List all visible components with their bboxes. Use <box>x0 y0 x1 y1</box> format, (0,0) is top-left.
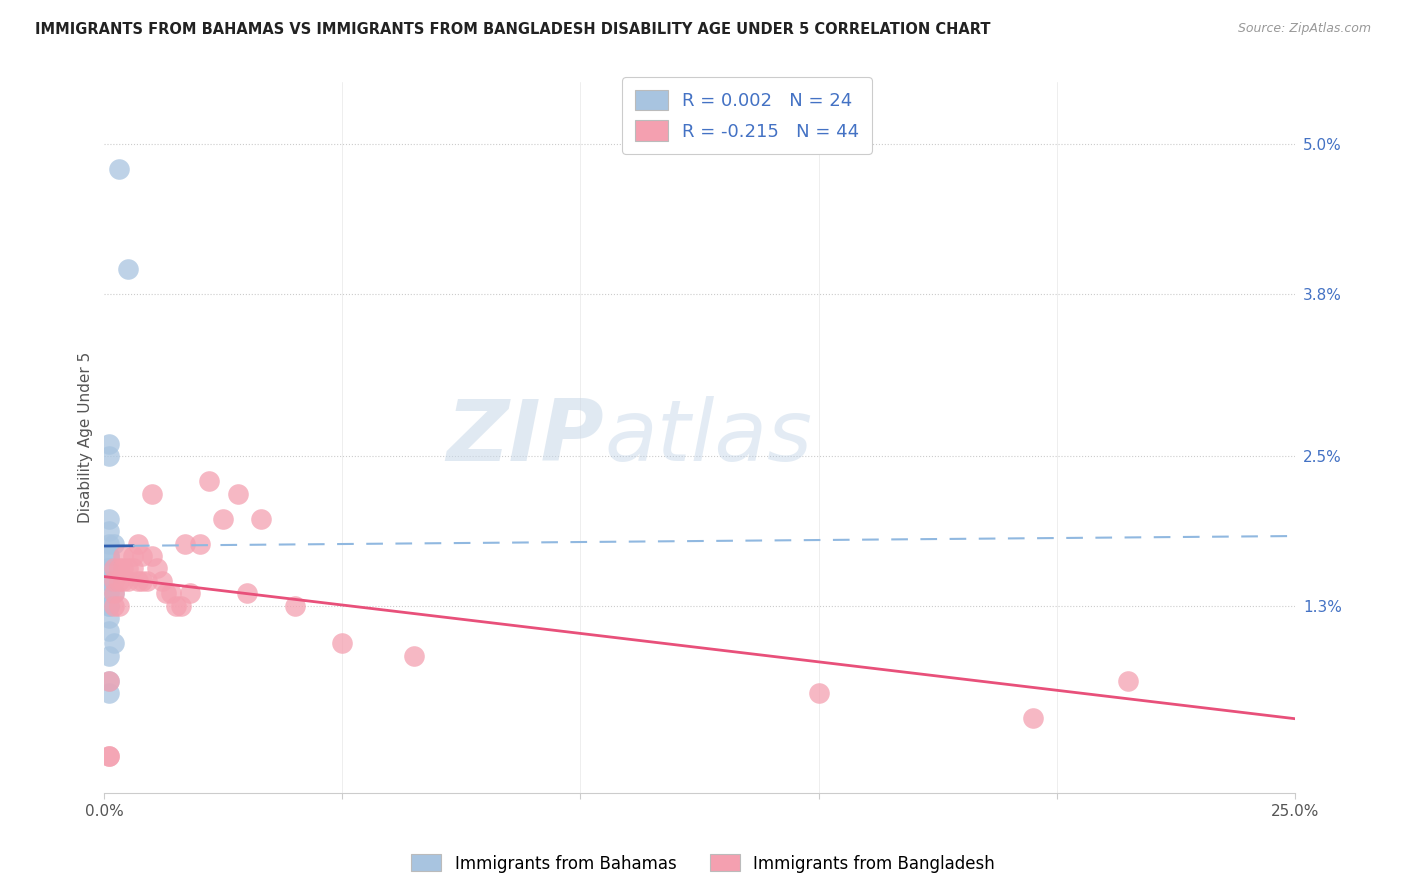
Point <box>98 549 121 563</box>
Point <box>98 561 121 575</box>
Point <box>1022 711 1045 725</box>
Point <box>98 748 121 763</box>
Point <box>103 586 125 600</box>
Y-axis label: Disability Age Under 5: Disability Age Under 5 <box>79 352 93 523</box>
Point <box>117 574 139 588</box>
Point <box>98 561 121 575</box>
Point <box>98 599 121 613</box>
Point <box>402 648 425 663</box>
Point <box>117 262 139 277</box>
Point <box>250 511 273 525</box>
Point <box>103 636 125 650</box>
Point <box>807 686 830 700</box>
Point <box>145 561 167 575</box>
Point <box>226 486 249 500</box>
Point <box>122 561 145 575</box>
Point <box>103 574 125 588</box>
Legend: Immigrants from Bahamas, Immigrants from Bangladesh: Immigrants from Bahamas, Immigrants from… <box>405 847 1001 880</box>
Point <box>332 636 354 650</box>
Point <box>98 549 121 563</box>
Point <box>98 574 121 588</box>
Point <box>107 162 129 177</box>
Point <box>1116 673 1139 688</box>
Point <box>98 611 121 625</box>
Point <box>103 599 125 613</box>
Point <box>150 574 173 588</box>
Point <box>98 686 121 700</box>
Point <box>103 536 125 550</box>
Point <box>98 648 121 663</box>
Point <box>98 449 121 463</box>
Point <box>103 586 125 600</box>
Text: IMMIGRANTS FROM BAHAMAS VS IMMIGRANTS FROM BANGLADESH DISABILITY AGE UNDER 5 COR: IMMIGRANTS FROM BAHAMAS VS IMMIGRANTS FR… <box>35 22 991 37</box>
Point <box>103 561 125 575</box>
Point <box>174 536 197 550</box>
Point <box>98 748 121 763</box>
Point <box>98 673 121 688</box>
Point <box>236 586 259 600</box>
Point <box>141 549 163 563</box>
Point <box>107 561 129 575</box>
Point <box>98 511 121 525</box>
Point <box>98 436 121 450</box>
Point <box>179 586 201 600</box>
Point <box>98 624 121 638</box>
Point <box>284 599 307 613</box>
Point <box>117 561 139 575</box>
Point <box>131 574 153 588</box>
Point <box>98 599 121 613</box>
Point <box>169 599 191 613</box>
Point <box>141 486 163 500</box>
Text: atlas: atlas <box>605 396 813 479</box>
Point <box>98 586 121 600</box>
Point <box>98 673 121 688</box>
Point <box>127 536 149 550</box>
Point <box>155 586 177 600</box>
Point <box>212 511 235 525</box>
Legend: R = 0.002   N = 24, R = -0.215   N = 44: R = 0.002 N = 24, R = -0.215 N = 44 <box>623 77 872 154</box>
Point <box>112 561 135 575</box>
Point <box>107 574 129 588</box>
Point <box>107 599 129 613</box>
Point <box>188 536 211 550</box>
Point <box>98 524 121 538</box>
Point <box>122 549 145 563</box>
Point <box>198 474 221 488</box>
Point <box>160 586 183 600</box>
Text: ZIP: ZIP <box>447 396 605 479</box>
Point <box>98 574 121 588</box>
Point <box>112 549 135 563</box>
Point <box>127 574 149 588</box>
Point <box>136 574 159 588</box>
Point <box>98 536 121 550</box>
Point <box>131 549 153 563</box>
Point <box>165 599 187 613</box>
Point <box>112 574 135 588</box>
Text: Source: ZipAtlas.com: Source: ZipAtlas.com <box>1237 22 1371 36</box>
